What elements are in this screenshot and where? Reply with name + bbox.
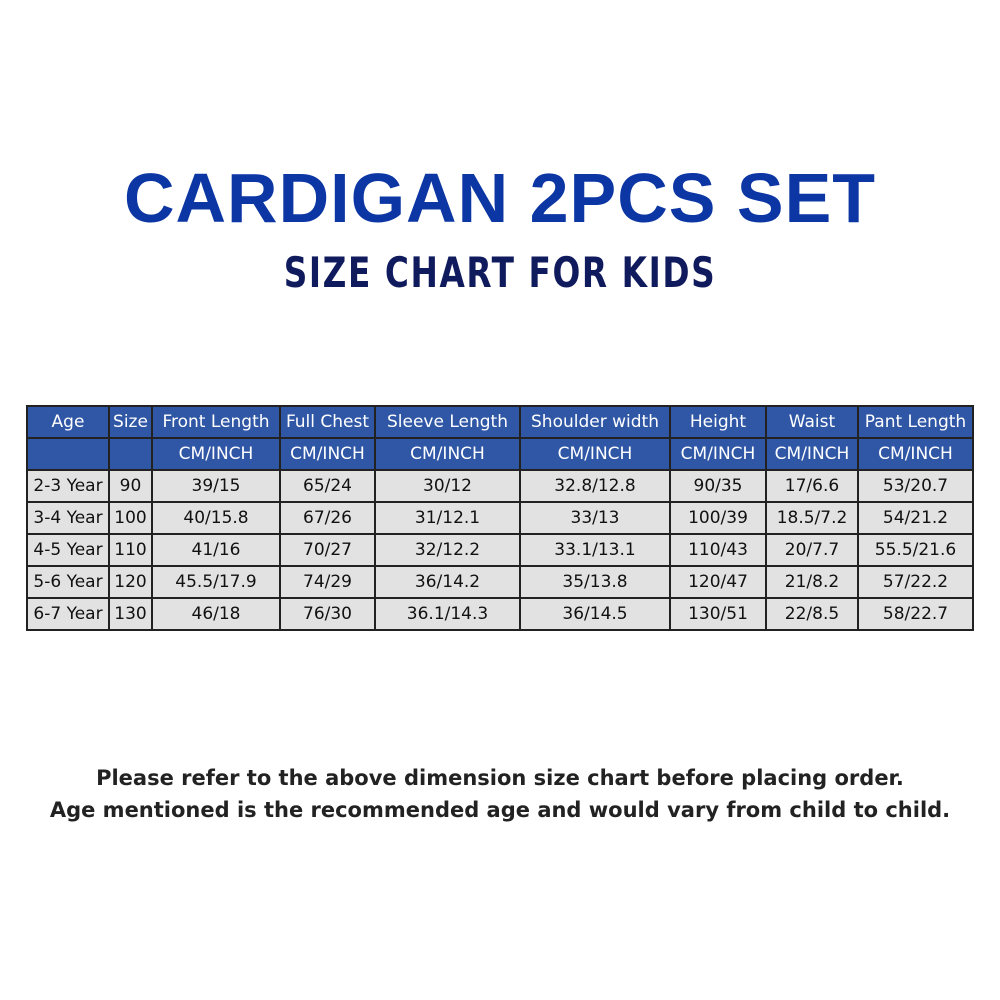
- table-cell: 6-7 Year: [26, 597, 110, 631]
- table-row: 6-7 Year 130 46/18 76/30 36.1/14.3 36/14.5 130…: [26, 597, 974, 631]
- table-cell: 120/47: [669, 565, 767, 599]
- column-header: Height: [669, 405, 767, 439]
- table-cell: 32/12.2: [374, 533, 521, 567]
- table-cell: 100/39: [669, 501, 767, 535]
- table-cell: 3-4 Year: [26, 501, 110, 535]
- unit-header: [26, 437, 110, 471]
- column-header: Shoulder width: [519, 405, 671, 439]
- unit-header: CM/INCH: [669, 437, 767, 471]
- table-cell: 53/20.7: [857, 469, 974, 503]
- table-cell: 70/27: [279, 533, 376, 567]
- table-cell: 57/22.2: [857, 565, 974, 599]
- table-cell: 55.5/21.6: [857, 533, 974, 567]
- unit-header: [108, 437, 153, 471]
- table-cell: 2-3 Year: [26, 469, 110, 503]
- unit-header: CM/INCH: [151, 437, 281, 471]
- unit-header: CM/INCH: [374, 437, 521, 471]
- unit-header: CM/INCH: [857, 437, 974, 471]
- table-cell: 54/21.2: [857, 501, 974, 535]
- table-cell: 36.1/14.3: [374, 597, 521, 631]
- table-row: 4-5 Year 110 41/16 70/27 32/12.2 33.1/13.1 110…: [26, 533, 974, 567]
- table-cell: 39/15: [151, 469, 281, 503]
- table-cell: 130/51: [669, 597, 767, 631]
- table-cell: 45.5/17.9: [151, 565, 281, 599]
- table-cell: 18.5/7.2: [765, 501, 859, 535]
- table-cell: 65/24: [279, 469, 376, 503]
- note-line-2: Age mentioned is the recommended age and…: [49, 798, 951, 822]
- table-row: 3-4 Year 100 40/15.8 67/26 31/12.1 33/13 100/3…: [26, 501, 974, 535]
- table-cell: 36/14.2: [374, 565, 521, 599]
- table-cell: 4-5 Year: [26, 533, 110, 567]
- table-cell: 5-6 Year: [26, 565, 110, 599]
- table-cell: 100: [108, 501, 153, 535]
- note-line-1: Please refer to the above dimension size…: [96, 766, 904, 790]
- column-header: Front Length: [151, 405, 281, 439]
- units-row: CM/INCH CM/INCH CM/INCH CM/INCH CM/INCH CM/IN…: [26, 437, 974, 471]
- table-cell: 110/43: [669, 533, 767, 567]
- size-chart-table: Age Size Front Length Full Chest Sleeve Leng…: [26, 405, 974, 631]
- table-cell: 35/13.8: [519, 565, 671, 599]
- column-header: Sleeve Length: [374, 405, 521, 439]
- column-header: Waist: [765, 405, 859, 439]
- unit-header: CM/INCH: [279, 437, 376, 471]
- table-cell: 33.1/13.1: [519, 533, 671, 567]
- table-cell: 17/6.6: [765, 469, 859, 503]
- table-cell: 130: [108, 597, 153, 631]
- table-cell: 67/26: [279, 501, 376, 535]
- unit-header: CM/INCH: [519, 437, 671, 471]
- table-row: 5-6 Year 120 45.5/17.9 74/29 36/14.2 35/13.8 1…: [26, 565, 974, 599]
- table-row: 2-3 Year 90 39/15 65/24 30/12 32.8/12.8 90/35 1…: [26, 469, 974, 503]
- table-cell: 110: [108, 533, 153, 567]
- table-cell: 33/13: [519, 501, 671, 535]
- table-cell: 40/15.8: [151, 501, 281, 535]
- unit-header: CM/INCH: [765, 437, 859, 471]
- column-header: Full Chest: [279, 405, 376, 439]
- page-subtitle: SIZE CHART FOR KIDS: [283, 248, 717, 297]
- table-cell: 90: [108, 469, 153, 503]
- table-cell: 20/7.7: [765, 533, 859, 567]
- column-header: Pant Length: [857, 405, 974, 439]
- table-cell: 74/29: [279, 565, 376, 599]
- table-cell: 41/16: [151, 533, 281, 567]
- table-cell: 58/22.7: [857, 597, 974, 631]
- table-cell: 22/8.5: [765, 597, 859, 631]
- table-cell: 32.8/12.8: [519, 469, 671, 503]
- table-cell: 36/14.5: [519, 597, 671, 631]
- column-header: Age: [26, 405, 110, 439]
- table-cell: 21/8.2: [765, 565, 859, 599]
- table-cell: 90/35: [669, 469, 767, 503]
- table-cell: 46/18: [151, 597, 281, 631]
- table-cell: 31/12.1: [374, 501, 521, 535]
- table-cell: 120: [108, 565, 153, 599]
- table-cell: 76/30: [279, 597, 376, 631]
- column-header: Size: [108, 405, 153, 439]
- page-title: CARDIGAN 2PCS SET: [123, 159, 877, 237]
- header-row: Age Size Front Length Full Chest Sleeve Leng…: [26, 405, 974, 439]
- table-cell: 30/12: [374, 469, 521, 503]
